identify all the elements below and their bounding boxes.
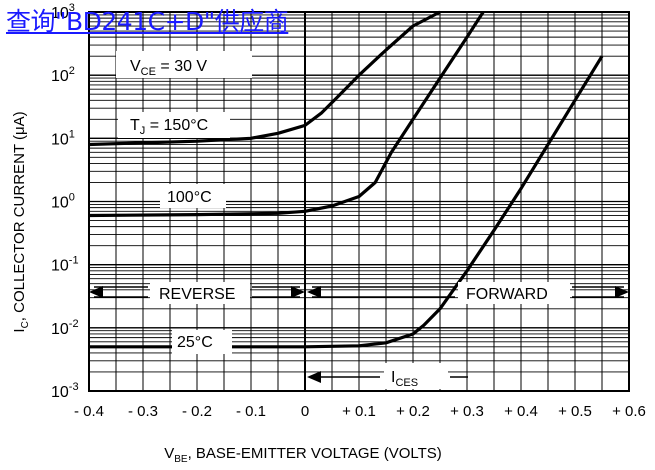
y-tick-label: 10-1 bbox=[51, 255, 79, 275]
right-arrow-icon bbox=[291, 286, 305, 298]
y-tick-label: 103 bbox=[51, 2, 75, 22]
series-group bbox=[88, 10, 604, 349]
y-axis-title: IC, COLLECTOR CURRENT (μA) bbox=[11, 111, 31, 332]
forward-indicator: FORWARD bbox=[307, 282, 629, 304]
left-arrow-icon bbox=[307, 371, 321, 383]
vce-label-group: VCE = 30 V bbox=[116, 51, 252, 78]
x-tick-label: - 0.3 bbox=[128, 403, 158, 420]
right-arrow-icon bbox=[615, 286, 629, 298]
tj150-label-group: TJ = 150°C bbox=[118, 112, 230, 138]
x-tick-label: + 0.6 bbox=[612, 403, 646, 420]
t25-label-group: 25°C bbox=[172, 330, 232, 354]
plot-frame bbox=[88, 11, 630, 392]
t100-label-group: 100°C bbox=[160, 184, 226, 208]
x-axis-title: VBE, BASE-EMITTER VOLTAGE (VOLTS) bbox=[164, 445, 442, 465]
ices-indicator: ICES bbox=[307, 363, 468, 389]
y-tick-label: 10-3 bbox=[51, 381, 79, 401]
t25-label: 25°C bbox=[177, 334, 213, 351]
forward-label: FORWARD bbox=[466, 286, 548, 303]
x-tick-label: + 0.2 bbox=[396, 403, 430, 420]
x-tick-label: + 0.5 bbox=[558, 403, 592, 420]
y-tick-label: 102 bbox=[51, 65, 75, 85]
series-line-150c bbox=[88, 10, 441, 147]
x-tick-label: - 0.2 bbox=[182, 403, 212, 420]
t100-label: 100°C bbox=[167, 189, 212, 206]
series-line-100c bbox=[88, 11, 485, 218]
y-tick-label: 100 bbox=[51, 192, 75, 212]
series-line-25c bbox=[89, 55, 604, 349]
x-tick-label: + 0.4 bbox=[504, 403, 538, 420]
ices-label: ICES bbox=[391, 369, 418, 389]
y-tick-label: 10-2 bbox=[51, 318, 79, 338]
x-tick-label: + 0.3 bbox=[450, 403, 484, 420]
reverse-indicator: REVERSE bbox=[89, 282, 305, 304]
x-tick-label: - 0.4 bbox=[74, 403, 104, 420]
left-arrow-icon bbox=[89, 286, 103, 298]
vce-label: VCE = 30 V bbox=[130, 58, 207, 78]
y-tick-label: 101 bbox=[51, 128, 75, 148]
supplier-query-link[interactable]: 查询"BD241C+D"供应商 bbox=[6, 7, 289, 36]
x-tick-label: 0 bbox=[301, 403, 309, 420]
reverse-label: REVERSE bbox=[159, 286, 235, 303]
tj150-label: TJ = 150°C bbox=[130, 117, 208, 137]
x-tick-label: - 0.1 bbox=[236, 403, 266, 420]
tick-labels: - 0.4 - 0.3 - 0.2 - 0.1 0 + 0.1 + 0.2 + 0.3 + 0.… bbox=[51, 2, 646, 420]
left-arrow-icon bbox=[307, 286, 321, 298]
x-tick-label: + 0.1 bbox=[342, 403, 376, 420]
